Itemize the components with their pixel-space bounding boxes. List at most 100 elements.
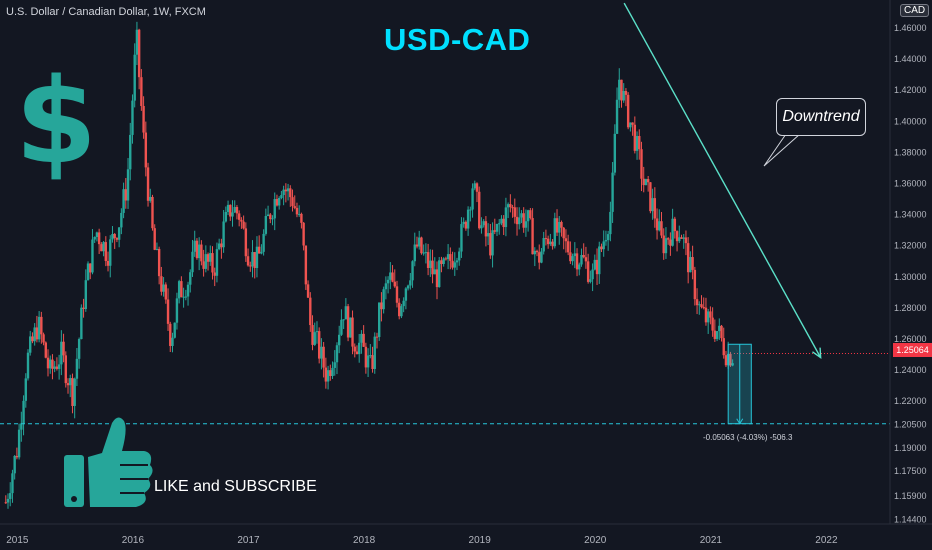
candle-body: [431, 260, 434, 275]
candle-body: [478, 191, 481, 229]
candle-body: [302, 222, 305, 246]
candle-body: [104, 242, 108, 261]
candle-body: [418, 237, 421, 247]
candle-body: [95, 232, 99, 237]
y-tick-label: 1.24000: [894, 365, 927, 375]
candle-body: [555, 218, 559, 233]
candle-body: [464, 221, 468, 229]
candle-body: [57, 364, 61, 369]
candle-body: [93, 236, 96, 240]
y-tick-label: 1.46000: [894, 23, 927, 33]
candle-body: [62, 341, 65, 356]
candle-body: [84, 280, 87, 309]
candle-body: [426, 252, 430, 268]
candle-body: [293, 206, 296, 208]
like-subscribe-text: LIKE and SUBSCRIBE: [154, 478, 317, 495]
candle-body: [6, 498, 10, 503]
candle-body: [704, 307, 708, 323]
candle-body: [624, 90, 628, 95]
candle-body: [715, 331, 719, 339]
candle-body: [242, 221, 245, 229]
y-tick-label: 1.15900: [894, 491, 927, 501]
y-tick-label: 1.32000: [894, 241, 927, 251]
candle-body: [111, 233, 114, 240]
candle-body: [395, 286, 399, 303]
candle-body: [633, 124, 637, 151]
candle-body: [451, 260, 454, 268]
candle-body: [569, 252, 572, 262]
candle-body: [638, 135, 641, 150]
candle-body: [64, 355, 67, 384]
candle-body: [560, 221, 563, 228]
candle-body: [24, 378, 27, 401]
candle-body: [591, 269, 594, 280]
candle-body: [277, 197, 281, 206]
candle-body: [524, 221, 528, 228]
candle-body: [713, 330, 717, 339]
candle-body: [311, 325, 314, 345]
candle-body: [573, 253, 577, 257]
candle-body: [689, 257, 692, 273]
candle-body: [46, 357, 50, 369]
candle-body: [440, 260, 443, 264]
candle-body: [653, 198, 657, 219]
candle-body: [273, 199, 276, 219]
candle-body: [722, 338, 725, 356]
candle-body: [649, 182, 652, 212]
candle-body: [142, 105, 145, 133]
candle-body: [353, 346, 356, 352]
candle-body: [380, 302, 383, 310]
y-tick-label: 1.19000: [894, 443, 927, 453]
candle-body: [709, 311, 712, 318]
candle-body: [217, 243, 221, 250]
y-tick-label: 1.20500: [894, 419, 927, 429]
candle-body: [471, 188, 474, 210]
candle-body: [369, 355, 372, 357]
candle-body: [571, 256, 574, 262]
symbol-header[interactable]: U.S. Dollar / Canadian Dollar, 1W, FXCM: [6, 6, 206, 18]
thumb-cuff: [64, 455, 84, 507]
candle-body: [562, 227, 565, 239]
candle-body: [284, 189, 288, 192]
candle-body: [411, 261, 414, 281]
candle-body: [20, 423, 23, 430]
candle-body: [146, 167, 150, 201]
candle-body: [695, 299, 699, 306]
candle-body: [480, 225, 483, 229]
candle-body: [469, 209, 472, 211]
candle-body: [498, 223, 501, 225]
candle-body: [237, 213, 241, 220]
downtrend-callout: Downtrend: [776, 98, 866, 136]
candle-body: [438, 260, 441, 288]
candle-body: [458, 251, 461, 261]
candle-body: [282, 189, 285, 196]
candle-body: [420, 237, 423, 254]
candle-body: [595, 259, 599, 275]
candle-body: [193, 240, 196, 252]
candle-body: [66, 383, 70, 386]
x-tick-label: 2017: [237, 535, 260, 546]
candle-body: [115, 238, 119, 240]
candle-body: [300, 213, 303, 223]
candle-body: [611, 172, 614, 212]
candle-body: [113, 233, 116, 239]
candle-body: [224, 211, 228, 222]
candle-body: [231, 212, 234, 217]
candle-body: [37, 316, 41, 340]
x-tick-label: 2020: [584, 535, 607, 546]
candle-body: [204, 254, 208, 269]
y-tick-label: 1.44000: [894, 54, 927, 64]
candle-body: [80, 307, 83, 340]
candle-body: [151, 196, 154, 229]
candle-body: [538, 252, 541, 263]
currency-badge[interactable]: CAD: [900, 4, 930, 17]
candle-body: [466, 209, 470, 229]
candle-body: [631, 122, 634, 125]
chart-title: USD-CAD: [384, 22, 531, 57]
candle-body: [15, 455, 19, 458]
candle-body: [580, 254, 583, 265]
candle-body: [200, 244, 203, 262]
candle-body: [558, 221, 561, 233]
candle-body: [291, 197, 294, 207]
candle-body: [315, 331, 319, 333]
